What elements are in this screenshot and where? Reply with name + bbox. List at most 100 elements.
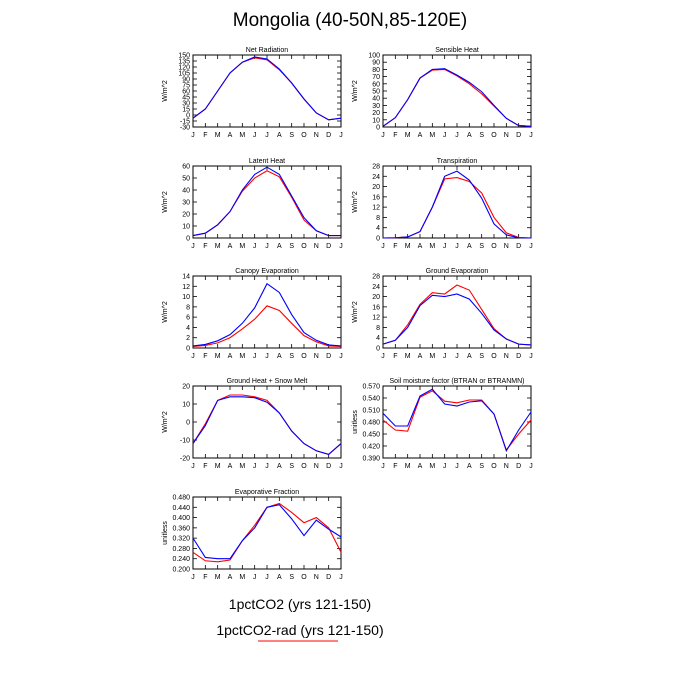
y-tick-label: 10	[372, 117, 380, 124]
y-tick-label: 120	[178, 65, 190, 72]
x-tick-label: J	[253, 243, 257, 250]
x-tick-label: A	[228, 132, 233, 139]
y-tick-label: 0.320	[172, 536, 190, 543]
y-tick-label: 16	[372, 194, 380, 201]
y-tick-label: 90	[182, 77, 190, 84]
x-tick-label: F	[393, 243, 397, 250]
panel-title: Ground Heat + Snow Melt	[227, 378, 308, 385]
x-tick-label: F	[393, 353, 397, 360]
x-tick-label: F	[393, 463, 397, 470]
x-tick-label: A	[228, 574, 233, 581]
y-tick-label: 60	[182, 89, 190, 96]
y-tick-label: 8	[376, 325, 380, 332]
y-tick-label: 0.240	[172, 556, 190, 563]
y-tick-label: 0.420	[362, 444, 380, 451]
x-tick-label: J	[381, 243, 385, 250]
x-tick-label: J	[265, 574, 269, 581]
panel-title: Sensible Heat	[435, 47, 479, 54]
x-tick-label: N	[314, 463, 319, 470]
y-tick-label: 0.200	[172, 567, 190, 574]
x-tick-label: A	[228, 353, 233, 360]
x-tick-label: N	[504, 132, 509, 139]
x-tick-label: M	[429, 463, 435, 470]
x-tick-label: J	[455, 132, 459, 139]
y-tick-label: 14	[182, 274, 190, 281]
y-tick-label: 8	[186, 304, 190, 311]
panel-frame	[382, 54, 532, 128]
x-tick-label: M	[429, 353, 435, 360]
x-tick-label: A	[418, 243, 423, 250]
x-tick-label: J	[253, 574, 257, 581]
series2-line	[382, 68, 532, 127]
x-tick-label: J	[265, 243, 269, 250]
y-tick-label: 0.390	[362, 456, 380, 463]
legend-series2-label: 1pctCO2-rad (yrs 121-150)	[216, 622, 384, 638]
x-tick-label: J	[381, 132, 385, 139]
y-tick-label: 0.510	[362, 408, 380, 415]
x-tick-label: J	[339, 132, 343, 139]
x-tick-label: S	[479, 132, 484, 139]
y-tick-label: 0.280	[172, 546, 190, 553]
panel-title: Canopy Evaporation	[235, 268, 299, 275]
x-tick-label: M	[215, 463, 221, 470]
y-tick-label: 4	[376, 225, 380, 232]
y-tick-label: 0	[186, 236, 190, 243]
x-tick-label: J	[455, 353, 459, 360]
x-tick-label: F	[203, 574, 207, 581]
y-tick-label: 12	[182, 284, 190, 291]
x-tick-label: J	[443, 243, 447, 250]
y-tick-label: 0.480	[172, 495, 190, 502]
x-tick-label: N	[314, 132, 319, 139]
x-tick-label: D	[326, 463, 331, 470]
y-axis-label: W/m^2	[162, 80, 169, 102]
panel-frame	[192, 54, 342, 128]
x-tick-label: M	[239, 463, 245, 470]
x-tick-label: O	[301, 243, 307, 250]
series2-line	[192, 57, 342, 121]
y-axis-label: W/m^2	[162, 301, 169, 323]
x-tick-label: J	[191, 132, 195, 139]
page-title: Mongolia (40-50N,85-120E)	[232, 10, 468, 31]
x-tick-label: S	[479, 463, 484, 470]
y-tick-label: 6	[186, 315, 190, 322]
y-tick-label: 20	[182, 384, 190, 391]
y-tick-label: -15	[180, 119, 190, 126]
x-tick-label: F	[203, 353, 207, 360]
x-tick-label: M	[405, 463, 411, 470]
x-tick-label: O	[491, 353, 497, 360]
y-tick-label: 90	[372, 60, 380, 67]
y-tick-label: 60	[372, 81, 380, 88]
y-tick-label: 4	[376, 335, 380, 342]
x-tick-label: D	[516, 132, 521, 139]
x-tick-label: M	[239, 574, 245, 581]
y-tick-label: 50	[182, 176, 190, 183]
x-tick-label: J	[253, 353, 257, 360]
x-tick-label: S	[289, 574, 294, 581]
y-axis-label: W/m^2	[162, 191, 169, 213]
x-tick-label: M	[239, 132, 245, 139]
y-axis-label: W/m^2	[352, 80, 359, 102]
y-axis-label: W/m^2	[162, 411, 169, 433]
x-tick-label: A	[277, 243, 282, 250]
y-tick-label: -10	[180, 438, 190, 445]
y-axis-label: unitless	[162, 521, 169, 545]
x-tick-label: J	[253, 463, 257, 470]
x-tick-label: J	[381, 463, 385, 470]
x-tick-label: J	[455, 463, 459, 470]
series1-line	[192, 504, 342, 560]
x-tick-label: J	[265, 132, 269, 139]
y-tick-label: 0.360	[172, 525, 190, 532]
x-tick-label: A	[277, 132, 282, 139]
x-tick-label: N	[314, 574, 319, 581]
y-tick-label: 0	[186, 346, 190, 353]
x-tick-label: M	[429, 243, 435, 250]
y-tick-label: 12	[372, 205, 380, 212]
y-tick-label: 100	[368, 53, 380, 60]
x-tick-label: J	[443, 463, 447, 470]
x-tick-label: F	[203, 463, 207, 470]
x-tick-label: O	[491, 132, 497, 139]
x-tick-label: S	[289, 243, 294, 250]
y-tick-label: 105	[178, 71, 190, 78]
y-tick-label: 0.540	[362, 396, 380, 403]
